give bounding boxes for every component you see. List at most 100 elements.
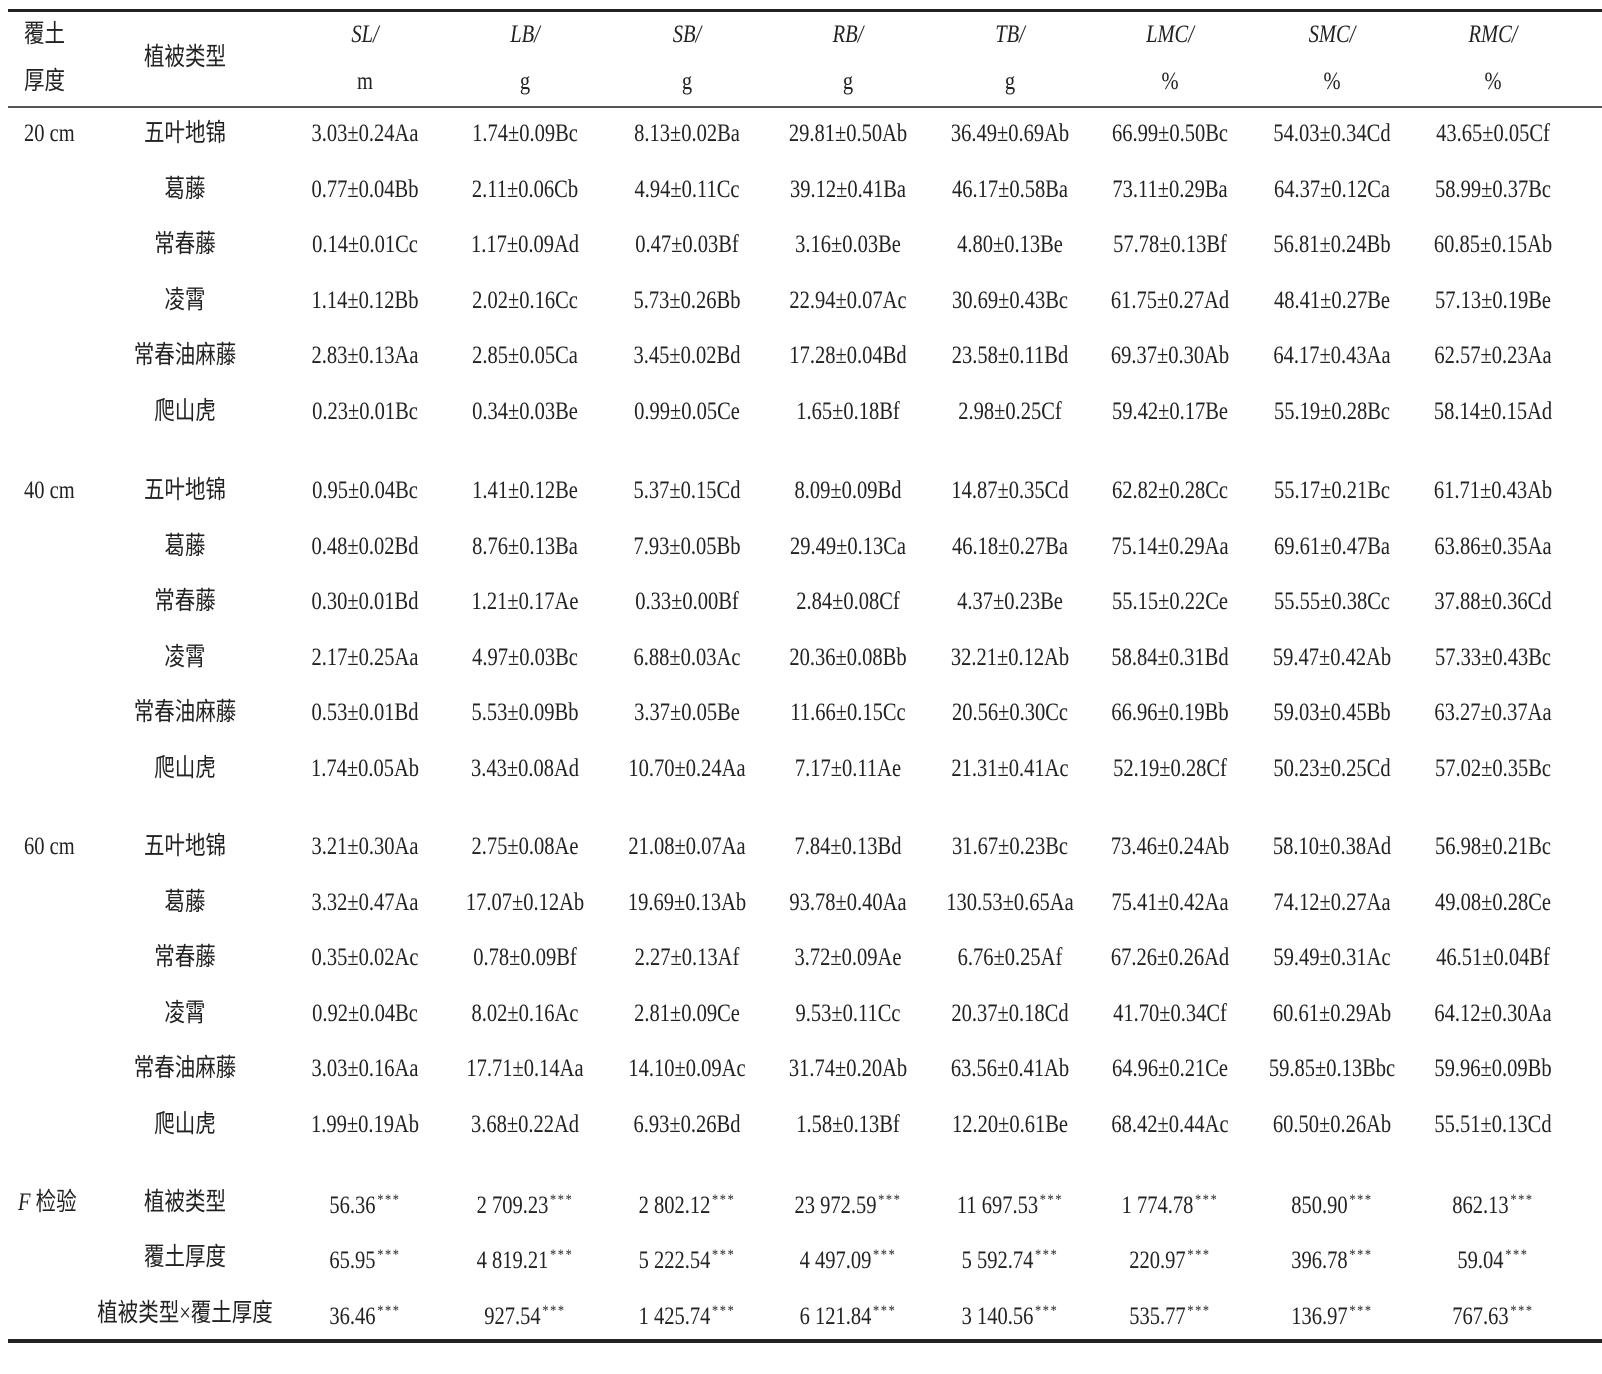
- top-rule: [8, 9, 1602, 12]
- f-value: 220.97: [1129, 1247, 1186, 1274]
- ftest-cell: 535.77 ***: [1129, 1296, 1210, 1332]
- table-cell: 0.14±0.01Cc: [312, 231, 418, 259]
- header-column-name: LB/: [510, 21, 540, 48]
- table-cell: 61.71±0.43Ab: [1433, 477, 1553, 504]
- table-cell: 1.74±0.05Ab: [310, 755, 420, 782]
- table-cell: 2.81±0.09Ce: [634, 999, 740, 1027]
- table-cell: 3.68±0.22Ad: [470, 1111, 580, 1138]
- significance-marker: ***: [712, 1303, 736, 1319]
- table-cell: 46.18±0.27Ba: [951, 532, 1069, 560]
- table-cell: 3.03±0.16Aa: [311, 1055, 419, 1083]
- table-cell: 50.23±0.25Cd: [1273, 755, 1391, 782]
- f-value: 396.78: [1291, 1247, 1348, 1274]
- vegetation-type: 常春油麻藤: [133, 699, 237, 727]
- f-value: 65.95: [329, 1247, 376, 1274]
- vegetation-type: 凌霄: [164, 999, 206, 1027]
- table-cell: 3.72±0.09Ae: [794, 944, 902, 972]
- table-cell: 17.71±0.14Aa: [466, 1055, 584, 1083]
- table-cell: 6.88±0.03Ac: [633, 643, 741, 671]
- ftest-cell: 850.90 ***: [1291, 1185, 1372, 1221]
- table-cell: 0.23±0.01Bc: [312, 398, 418, 425]
- table-cell: 59.03±0.45Bb: [1273, 699, 1391, 727]
- ftest-label-f: F: [18, 1189, 31, 1216]
- f-value: 535.77: [1129, 1303, 1186, 1330]
- table-cell: 1.21±0.17Ae: [471, 588, 579, 616]
- table-cell: 20.37±0.18Cd: [951, 999, 1069, 1027]
- table-cell: 0.35±0.02Ac: [311, 944, 419, 972]
- table-cell: 59.96±0.09Bb: [1434, 1055, 1552, 1083]
- table-cell: 0.77±0.04Bb: [311, 175, 419, 203]
- table-cell: 3.32±0.47Aa: [311, 888, 419, 916]
- depth-label: 40 cm: [24, 477, 75, 504]
- f-value: 1 774.78: [1121, 1192, 1194, 1219]
- table-cell: 2.11±0.06Cb: [471, 175, 579, 203]
- ftest-cell: 4 819.21 ***: [477, 1240, 574, 1276]
- table-cell: 4.94±0.11Cc: [634, 175, 740, 203]
- significance-marker: ***: [1349, 1192, 1373, 1208]
- table-cell: 60.85±0.15Ab: [1433, 231, 1553, 259]
- table-cell: 5.37±0.15Cd: [633, 477, 741, 504]
- vegetation-type: 葛藤: [164, 175, 206, 203]
- ftest-cell: 927.54 ***: [484, 1296, 565, 1332]
- ftest-label: F 检验: [18, 1188, 77, 1218]
- table-cell: 61.75±0.27Ad: [1110, 286, 1230, 314]
- table-cell: 5.53±0.09Bb: [471, 699, 579, 727]
- table-cell: 0.99±0.05Ce: [634, 398, 740, 425]
- ftest-factor: 覆土厚度: [143, 1244, 227, 1271]
- table-cell: 17.28±0.04Bd: [789, 342, 907, 370]
- table-cell: 2.98±0.25Cf: [958, 398, 1062, 425]
- table-cell: 52.19±0.28Cf: [1113, 755, 1227, 782]
- table-cell: 0.34±0.03Be: [472, 398, 578, 425]
- table-cell: 62.57±0.23Aa: [1434, 342, 1552, 370]
- table-cell: 60.61±0.29Ab: [1272, 999, 1392, 1027]
- table-cell: 29.49±0.13Ca: [789, 532, 907, 560]
- f-value: 36.46: [329, 1303, 376, 1330]
- significance-marker: ***: [1187, 1303, 1211, 1319]
- ftest-cell: 396.78 ***: [1291, 1240, 1372, 1276]
- f-value: 4 819.21: [476, 1247, 549, 1274]
- f-value: 2 709.23: [476, 1192, 549, 1219]
- table-cell: 2.17±0.25Aa: [311, 643, 419, 671]
- ftest-cell: 65.95 ***: [329, 1240, 400, 1276]
- header-vegetation-type: 植被类型: [143, 44, 227, 71]
- f-value: 862.13: [1452, 1192, 1509, 1219]
- table-cell: 41.70±0.34Cf: [1113, 999, 1227, 1027]
- ftest-factor: 植被类型×覆土厚度: [97, 1300, 273, 1327]
- table-cell: 66.99±0.50Bc: [1111, 120, 1229, 147]
- table-cell: 14.10±0.09Ac: [628, 1055, 746, 1083]
- table-cell: 63.27±0.37Aa: [1434, 699, 1552, 727]
- table-cell: 60.50±0.26Ab: [1272, 1111, 1392, 1138]
- table-cell: 59.42±0.17Be: [1111, 398, 1229, 425]
- header-column-name: TB/: [995, 21, 1025, 48]
- table-cell: 7.84±0.13Bd: [794, 833, 902, 860]
- table-cell: 55.51±0.13Cd: [1434, 1111, 1552, 1138]
- table-cell: 57.13±0.19Be: [1434, 286, 1552, 314]
- vegetation-type: 凌霄: [164, 286, 206, 314]
- vegetation-type: 常春油麻藤: [133, 342, 237, 370]
- ftest-cell: 56.36 ***: [329, 1185, 400, 1221]
- table-cell: 69.37±0.30Ab: [1110, 342, 1230, 370]
- table-cell: 55.19±0.28Bc: [1273, 398, 1391, 425]
- table-cell: 4.37±0.23Be: [957, 588, 1063, 616]
- header-depth-line2: 厚度: [24, 68, 66, 95]
- vegetation-type: 爬山虎: [154, 398, 216, 425]
- table-cell: 22.94±0.07Ac: [789, 286, 907, 314]
- table-cell: 1.14±0.12Bb: [311, 286, 419, 314]
- ftest-cell: 6 121.84 ***: [800, 1296, 897, 1332]
- significance-marker: ***: [1195, 1192, 1219, 1208]
- ftest-cell: 11 697.53 ***: [957, 1185, 1063, 1221]
- significance-marker: ***: [1510, 1192, 1534, 1208]
- vegetation-type: 五叶地锦: [143, 120, 227, 147]
- f-value: 2 802.12: [638, 1192, 711, 1219]
- ftest-cell: 220.97 ***: [1129, 1240, 1210, 1276]
- table-cell: 2.85±0.05Ca: [472, 342, 578, 370]
- table-cell: 31.67±0.23Bc: [951, 833, 1069, 860]
- significance-marker: ***: [550, 1192, 574, 1208]
- significance-marker: ***: [542, 1303, 566, 1319]
- vegetation-type: 爬山虎: [154, 755, 216, 782]
- bottom-rule: [8, 1339, 1602, 1343]
- table-cell: 67.26±0.26Ad: [1110, 944, 1230, 972]
- table-cell: 1.99±0.19Ab: [310, 1111, 420, 1138]
- vegetation-type: 常春藤: [154, 588, 216, 616]
- ftest-cell: 136.97 ***: [1291, 1296, 1372, 1332]
